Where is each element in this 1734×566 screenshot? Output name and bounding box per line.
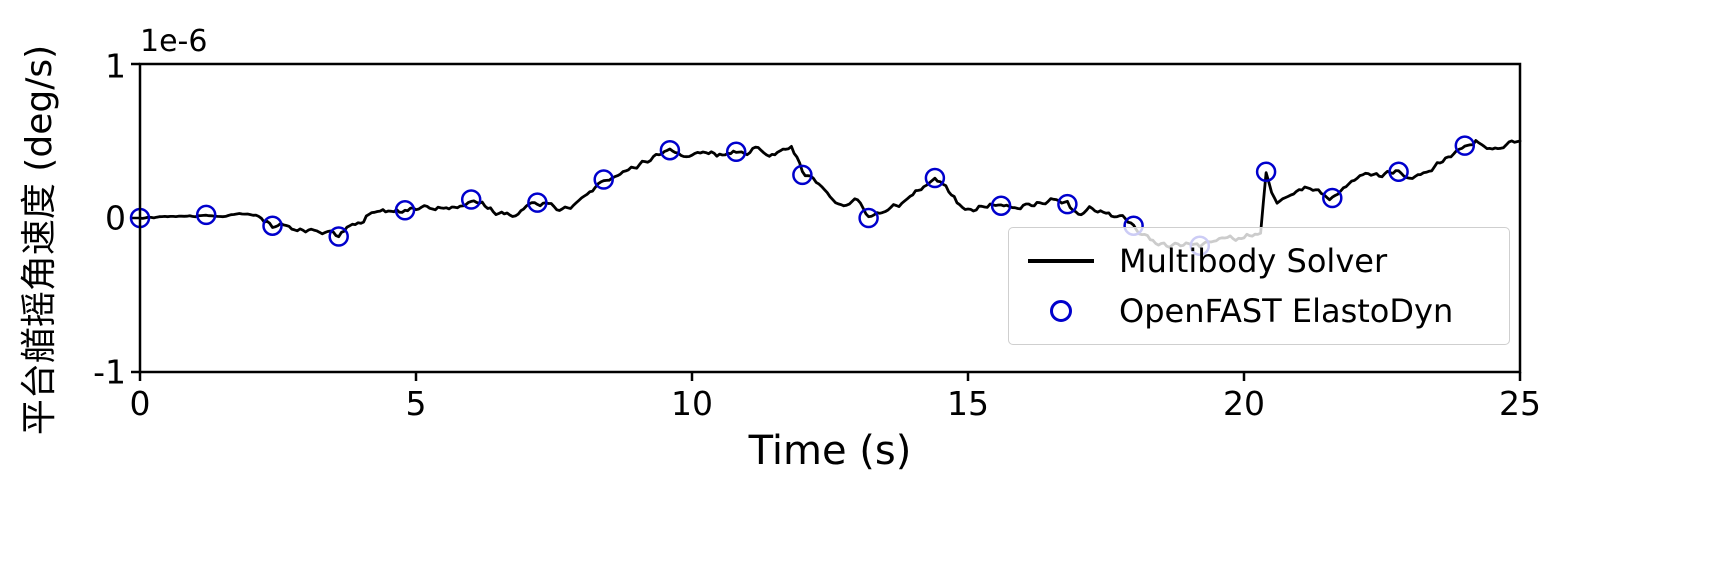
x-tick-label-0: 0: [129, 384, 151, 423]
x-tick-label-15: 15: [947, 384, 989, 423]
x-tick-label-25: 25: [1499, 384, 1541, 423]
y-tick-label-0: 0: [105, 198, 126, 238]
x-axis-label: Time (s): [748, 428, 912, 474]
legend-label-multibody: Multibody Solver: [1119, 242, 1388, 280]
legend-line-sample-wrap: [1023, 259, 1099, 263]
legend-entry-openfast: OpenFAST ElastoDyn: [1023, 292, 1495, 330]
x-tick-label-5: 5: [405, 384, 427, 423]
x-tick-label-10: 10: [671, 384, 713, 423]
legend-entry-multibody: Multibody Solver: [1023, 242, 1495, 280]
axis-offset-text: 1e-6: [140, 24, 208, 59]
legend-label-openfast: OpenFAST ElastoDyn: [1119, 292, 1454, 330]
x-tick-label-20: 20: [1223, 384, 1265, 423]
legend: Multibody Solver OpenFAST ElastoDyn: [1008, 227, 1510, 345]
y-tick-label-1: 1: [105, 46, 126, 86]
y-tick-label-neg1: -1: [93, 352, 126, 392]
circle-marker-icon: [1050, 300, 1072, 322]
legend-marker-sample-wrap: [1023, 300, 1099, 322]
line-sample-icon: [1028, 259, 1094, 263]
